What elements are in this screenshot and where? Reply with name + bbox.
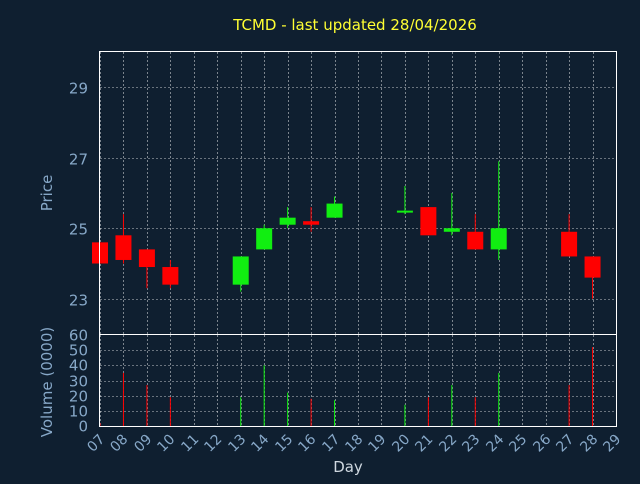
candle [420, 207, 437, 236]
candle-body [115, 235, 132, 260]
day-tick-label: 29 [600, 432, 624, 456]
candle [256, 224, 273, 250]
price-gridlines [100, 52, 617, 334]
volume-bars [99, 347, 594, 426]
candle-body [303, 221, 320, 225]
price-axis-label: Price [38, 175, 56, 212]
day-tick-label: 14 [248, 431, 272, 455]
day-tick-label: 28 [577, 432, 601, 456]
volume-tick-label: 40 [69, 357, 88, 375]
price-tick-label: 25 [69, 221, 88, 239]
candle [584, 256, 601, 299]
candle-body [326, 203, 343, 218]
day-tick-label: 10 [154, 432, 178, 456]
day-tick-label: 22 [436, 432, 460, 456]
price-tick-label: 27 [69, 151, 88, 169]
candle [162, 259, 179, 289]
candle [490, 161, 507, 260]
candle [443, 193, 460, 236]
candle [138, 249, 155, 289]
volume-axis-label: Volume (0000) [38, 327, 56, 437]
candle [326, 196, 343, 218]
candle-body [396, 210, 413, 213]
price-candles [92, 161, 601, 299]
candle-body [232, 256, 249, 285]
day-tick-label: 24 [483, 431, 507, 455]
price-tick-label: 23 [69, 292, 88, 310]
day-tick-label: 26 [530, 431, 554, 455]
volume-tick-label: 20 [69, 388, 88, 406]
candle-body [420, 207, 437, 236]
day-tick-label: 15 [272, 432, 296, 456]
volume-panel-frame [99, 334, 617, 427]
volume-tick-label: 0 [78, 418, 88, 436]
day-tick-label: 09 [131, 432, 155, 456]
day-tick-label: 08 [107, 432, 131, 456]
volume-tick-label: 60 [69, 327, 88, 345]
day-tick-label: 20 [389, 432, 413, 456]
candle [396, 185, 413, 215]
day-axis-ticks: 07 08 09 10 11 12 13 14 15 16 17 18 19 20 21 22 23 24 25 26… [84, 431, 624, 455]
day-tick-label: 27 [553, 432, 577, 456]
candle [467, 214, 484, 250]
candle-body [490, 228, 507, 250]
candle [279, 207, 296, 229]
candle-body [162, 267, 179, 285]
volume-tick-label: 30 [69, 373, 88, 391]
day-tick-label: 18 [342, 432, 366, 456]
day-tick-label: 12 [201, 432, 225, 456]
candle [561, 214, 578, 257]
candle-body [279, 217, 296, 225]
volume-tick-label: 50 [69, 342, 88, 360]
day-tick-label: 19 [365, 432, 389, 456]
volume-tick-label: 10 [69, 403, 88, 421]
candle-body [138, 249, 155, 268]
candle-body [467, 231, 484, 250]
day-tick-label: 21 [412, 432, 436, 456]
candle [303, 207, 320, 232]
day-tick-label: 16 [295, 431, 319, 455]
candle-body [561, 231, 578, 257]
candle-body [256, 228, 273, 250]
chart-title: TCMD - last updated 28/04/2026 [232, 16, 477, 34]
day-tick-label: 25 [506, 432, 530, 456]
price-axis-ticks: 23 25 27 29 [69, 80, 88, 310]
day-tick-label: 11 [178, 432, 202, 456]
candle-body [443, 228, 460, 232]
candle [232, 256, 249, 292]
day-tick-label: 13 [225, 432, 249, 456]
day-axis-label: Day [333, 458, 363, 476]
price-tick-label: 29 [69, 80, 88, 98]
price-panel-frame [99, 51, 617, 335]
candle [115, 214, 132, 264]
day-tick-label: 23 [459, 432, 483, 456]
volume-gridlines [100, 335, 617, 426]
candle-body [584, 256, 601, 278]
day-tick-label: 17 [319, 432, 343, 456]
